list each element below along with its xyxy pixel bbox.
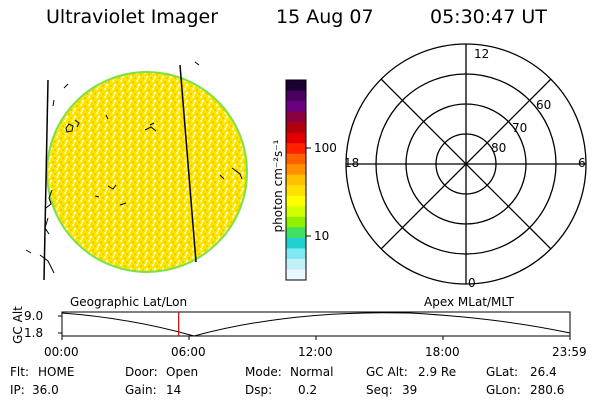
coastlines	[25, 61, 243, 274]
colorbar-segment	[286, 227, 306, 239]
mlt-label-18: 18	[344, 156, 360, 170]
status-glat-label: GLat:	[486, 365, 519, 379]
colorbar-segment	[286, 80, 306, 92]
status-glat-value: 26.4	[530, 365, 557, 379]
colorbar-segment	[286, 132, 306, 144]
colorbar-frame	[285, 79, 307, 281]
xtick-0600: 06:00	[171, 345, 206, 359]
header-date: 15 Aug 07	[276, 6, 374, 28]
colorbar-tick-10: 10	[314, 229, 330, 243]
lat-label-80: 80	[491, 141, 507, 155]
xtick-1800: 18:00	[425, 345, 460, 359]
mlt-diagonal-2	[380, 78, 552, 250]
colorbar-segment	[286, 111, 306, 123]
status-seq-value: 39	[402, 383, 418, 397]
status-seq-label: Seq:	[366, 383, 393, 397]
meridian-right	[179, 64, 197, 263]
lat-label-60: 60	[536, 98, 552, 112]
status-dsp-value: 0.2	[298, 383, 318, 397]
status-dsp-label: Dsp:	[245, 383, 273, 397]
status-door-value: Open	[166, 365, 199, 379]
status-flt-label: Flt:	[10, 365, 29, 379]
colorbar-segment	[286, 122, 306, 134]
polar-caption: Apex MLat/MLT	[424, 295, 514, 309]
uv-image	[25, 61, 248, 281]
xtick-1200: 12:00	[298, 345, 333, 359]
mlt-label-6: 6	[578, 156, 586, 170]
xtick-0000: 00:00	[44, 345, 79, 359]
altitude-plot	[58, 311, 571, 340]
status-mode-value: Normal	[290, 365, 334, 379]
status-flt-value: HOME	[38, 365, 75, 379]
altitude-curve	[61, 312, 571, 337]
meridian-left	[43, 79, 49, 281]
status-gcalt-value: 2.9 Re	[418, 365, 457, 379]
status-door-label: Door:	[125, 365, 158, 379]
status-ip-value: 36.0	[32, 383, 59, 397]
colorbar-segment	[286, 248, 306, 260]
status-gain-label: Gain:	[125, 383, 157, 397]
status-gain-value: 14	[166, 383, 182, 397]
altitude-ytick-min: 1.8	[24, 326, 44, 340]
mlt-label-0: 0	[468, 276, 476, 290]
colorbar-segment	[286, 195, 306, 207]
altitude-ylabel: GC Alt	[11, 306, 25, 344]
status-glon-value: 280.6	[530, 383, 565, 397]
lat-label-70: 70	[512, 121, 528, 135]
status-mode-label: Mode:	[245, 365, 282, 379]
colorbar-segment	[286, 153, 306, 165]
colorbar	[285, 79, 307, 281]
colorbar-ticks	[306, 147, 311, 237]
mlt-label-12: 12	[474, 47, 490, 61]
colorbar-segment	[286, 90, 306, 102]
status-gcalt-label: GC Alt:	[366, 365, 408, 379]
app-title: Ultraviolet Imager	[46, 6, 219, 28]
colorbar-segment	[286, 269, 306, 281]
altitude-ytick-max: 9.0	[24, 309, 44, 323]
colorbar-segment	[286, 174, 306, 186]
earth-disk	[46, 71, 248, 273]
status-ip-label: IP:	[10, 383, 25, 397]
altitude-frame	[61, 311, 571, 337]
header-time: 05:30:47 UT	[430, 6, 547, 28]
colorbar-segment	[286, 206, 306, 218]
colorbar-segment	[286, 237, 306, 249]
altitude-ticks	[58, 315, 571, 340]
colorbar-segment	[286, 216, 306, 228]
colorbar-segment	[286, 185, 306, 197]
image-caption: Geographic Lat/Lon	[70, 295, 188, 309]
colorbar-segment	[286, 101, 306, 113]
polar-plot	[345, 43, 587, 285]
colorbar-segment	[286, 164, 306, 176]
colorbar-unit-label: photon cm⁻²s⁻¹	[271, 139, 285, 233]
status-glon-label: GLon:	[486, 383, 521, 397]
xtick-2359: 23:59	[552, 345, 587, 359]
colorbar-tick-100: 100	[314, 141, 337, 155]
colorbar-segment	[286, 143, 306, 155]
colorbar-segment	[286, 258, 306, 270]
